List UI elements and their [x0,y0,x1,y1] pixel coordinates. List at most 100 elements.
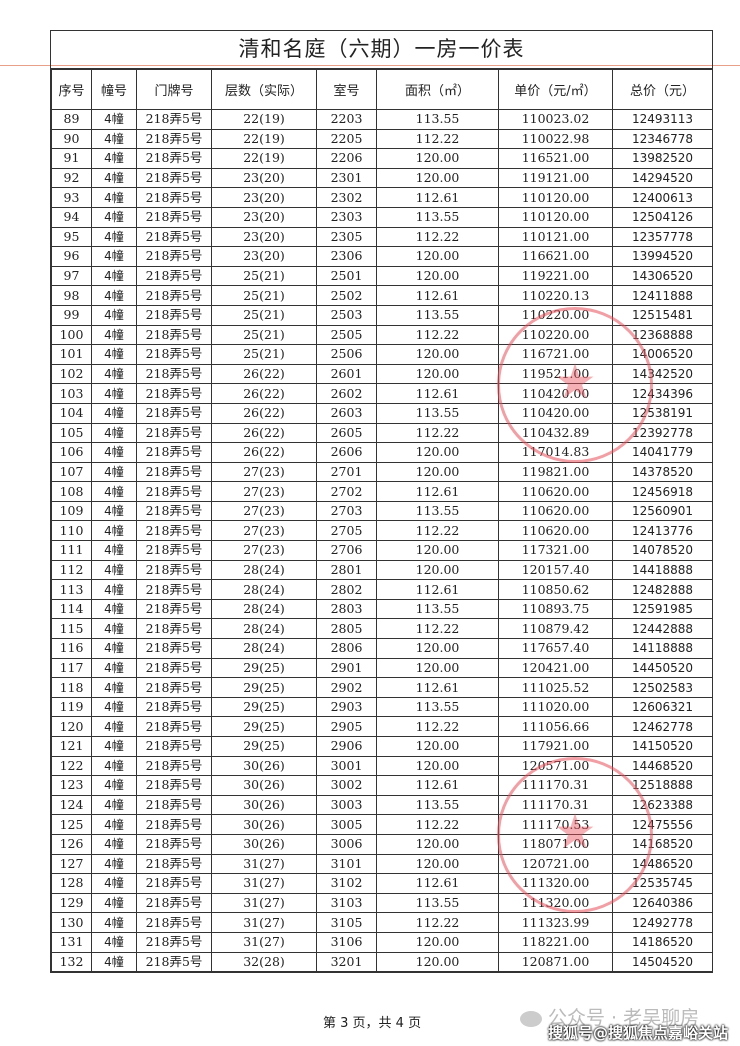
cell-room: 2903 [316,696,377,718]
cell-building: 4幢 [91,638,137,659]
cell-total-price: 12492778 [612,912,713,933]
cell-room: 2203 [316,109,377,130]
cell-total-price: 12623388 [612,794,713,816]
cell-building: 4幢 [91,148,137,169]
cell-area: 113.55 [376,500,499,522]
cell-floor: 22(19) [211,109,317,130]
cell-unit-price: 110620.00 [498,500,613,522]
cell-total-price: 12475556 [612,814,713,835]
cell-area: 112.22 [376,422,499,444]
cell-total-price: 12357778 [612,226,713,248]
cell-room: 3001 [316,755,377,777]
cell-total-price: 12535745 [612,873,713,894]
table-row: 99 4幢 218弄5号 25(21) 2503 113.55 110220.00 12515… [51,304,713,326]
cell-floor: 23(20) [211,246,317,267]
cell-floor: 29(25) [211,716,317,737]
cell-address: 218弄5号 [136,206,212,228]
wechat-icon [520,1010,542,1027]
cell-unit-price: 110620.00 [498,520,613,542]
cell-seq: 95 [51,226,92,248]
cell-total-price: 14486520 [612,853,713,875]
header-accent-line [0,65,740,66]
cell-unit-price: 120157.40 [498,559,613,581]
cell-floor: 30(26) [211,794,317,816]
table-row: 108 4幢 218弄5号 27(23) 2702 112.61 110620.00 1245… [51,481,713,502]
table-row: 116 4幢 218弄5号 28(24) 2806 120.00 117657.40 1411… [51,638,713,659]
cell-building: 4幢 [91,265,137,287]
cell-room: 2702 [316,481,377,502]
cell-room: 2305 [316,226,377,248]
cell-seq: 102 [51,363,92,385]
cell-address: 218弄5号 [136,540,212,561]
cell-seq: 132 [51,951,92,973]
cell-building: 4幢 [91,598,137,620]
cell-seq: 111 [51,540,92,561]
cell-floor: 27(23) [211,540,317,561]
cell-total-price: 14378520 [612,461,713,483]
cell-area: 113.55 [376,892,499,914]
cell-seq: 103 [51,383,92,404]
cell-area: 112.22 [376,324,499,346]
cell-floor: 30(26) [211,775,317,796]
cell-seq: 129 [51,892,92,914]
cell-floor: 26(22) [211,363,317,385]
cell-room: 2901 [316,657,377,679]
cell-seq: 107 [51,461,92,483]
cell-total-price: 12606321 [612,696,713,718]
cell-address: 218弄5号 [136,481,212,502]
cell-building: 4幢 [91,736,137,757]
cell-area: 120.00 [376,951,499,973]
table-row: 89 4幢 218弄5号 22(19) 2203 113.55 110023.02 12493… [51,109,713,130]
cell-building: 4幢 [91,206,137,228]
cell-room: 3201 [316,951,377,973]
table-header-row: 序号 幢号 门牌号 层数（实际） 室号 面积（㎡） 单价（元/㎡） 总价（元） [51,69,713,110]
cell-floor: 29(25) [211,677,317,698]
table-row: 119 4幢 218弄5号 29(25) 2903 113.55 111020.00 1260… [51,696,713,718]
cell-seq: 109 [51,500,92,522]
cell-total-price: 14418888 [612,559,713,581]
table-row: 109 4幢 218弄5号 27(23) 2703 113.55 110620.00 1256… [51,500,713,522]
cell-floor: 23(20) [211,187,317,208]
cell-total-price: 14078520 [612,540,713,561]
cell-floor: 22(19) [211,148,317,169]
cell-room: 2805 [316,618,377,640]
cell-unit-price: 110879.42 [498,618,613,640]
cell-area: 112.22 [376,128,499,150]
cell-room: 2701 [316,461,377,483]
cell-area: 120.00 [376,736,499,757]
cell-area: 120.00 [376,833,499,855]
table-row: 94 4幢 218弄5号 23(20) 2303 113.55 110120.00 12504… [51,206,713,228]
cell-seq: 124 [51,794,92,816]
cell-unit-price: 110220.00 [498,304,613,326]
cell-area: 120.00 [376,638,499,659]
cell-building: 4幢 [91,344,137,365]
cell-address: 218弄5号 [136,422,212,444]
cell-total-price: 12434396 [612,383,713,404]
cell-unit-price: 110620.00 [498,481,613,502]
cell-unit-price: 117321.00 [498,540,613,561]
cell-address: 218弄5号 [136,402,212,424]
cell-area: 112.22 [376,618,499,640]
table-row: 118 4幢 218弄5号 29(25) 2902 112.61 111025.52 1250… [51,677,713,698]
cell-area: 112.22 [376,716,499,737]
cell-total-price: 14450520 [612,657,713,679]
cell-floor: 23(20) [211,167,317,189]
table-row: 120 4幢 218弄5号 29(25) 2905 112.22 111056.66 1246… [51,716,713,737]
cell-floor: 26(22) [211,402,317,424]
cell-room: 2906 [316,736,377,757]
cell-unit-price: 118071.00 [498,833,613,855]
cell-unit-price: 119121.00 [498,167,613,189]
cell-seq: 91 [51,148,92,169]
cell-building: 4幢 [91,931,137,953]
cell-area: 113.55 [376,402,499,424]
cell-room: 3003 [316,794,377,816]
cell-address: 218弄5号 [136,775,212,796]
cell-address: 218弄5号 [136,246,212,267]
cell-area: 112.61 [376,187,499,208]
cell-building: 4幢 [91,814,137,835]
cell-address: 218弄5号 [136,520,212,542]
cell-floor: 28(24) [211,618,317,640]
cell-total-price: 14150520 [612,736,713,757]
cell-total-price: 12368888 [612,324,713,346]
cell-unit-price: 110420.00 [498,402,613,424]
